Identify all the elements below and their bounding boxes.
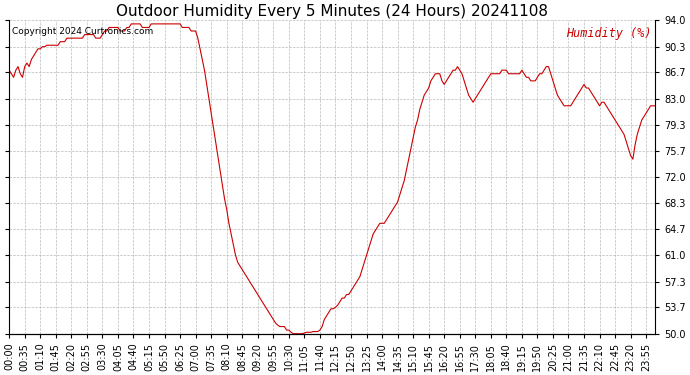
Text: Humidity (%): Humidity (%) [566, 27, 652, 40]
Title: Outdoor Humidity Every 5 Minutes (24 Hours) 20241108: Outdoor Humidity Every 5 Minutes (24 Hou… [116, 4, 548, 19]
Text: Copyright 2024 Curtronics.com: Copyright 2024 Curtronics.com [12, 27, 154, 36]
